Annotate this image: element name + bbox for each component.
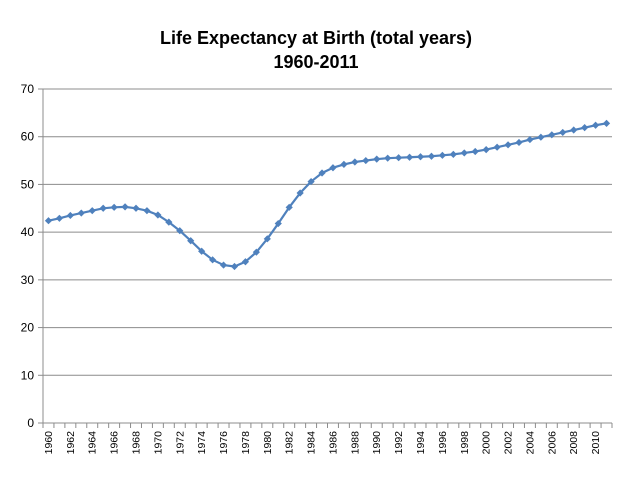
data-point-marker: [438, 151, 446, 159]
data-point-marker: [329, 164, 337, 172]
data-point-marker: [132, 204, 140, 212]
y-tick-label: 50: [21, 177, 35, 191]
data-point-marker: [66, 211, 74, 220]
y-tick-label: 70: [21, 82, 35, 96]
y-tick-labels: 0 10 20 30 40 50 60 70: [21, 82, 35, 430]
data-point-marker: [318, 169, 326, 177]
x-tick-label: 2004: [524, 431, 536, 455]
data-point-marker: [548, 131, 556, 139]
data-point-marker: [209, 256, 217, 264]
x-tick-label: 2006: [546, 431, 558, 455]
x-tick-label: 1998: [459, 431, 471, 455]
x-tick-label: 1970: [152, 431, 164, 455]
data-point-marker: [340, 160, 348, 168]
data-point-marker: [187, 237, 195, 245]
x-tick-label: 1994: [415, 431, 427, 455]
data-point-marker: [602, 119, 611, 127]
data-point-marker: [405, 153, 414, 161]
data-point-marker: [460, 149, 468, 157]
data-point-marker: [504, 141, 512, 149]
data-point-marker: [176, 227, 184, 235]
x-tick-labels: 1960 1962 1964 1966 1968 1970 1972 1974 1976 1978…: [43, 431, 602, 455]
data-point-marker: [154, 211, 162, 219]
data-point-marker: [427, 152, 436, 160]
data-point-marker: [591, 121, 600, 129]
data-point-marker: [570, 126, 578, 134]
x-tick-label: 1960: [43, 431, 55, 455]
data-point-marker: [110, 203, 118, 211]
y-tick-label: 20: [21, 321, 35, 335]
axes: [38, 88, 613, 428]
x-tick-label: 1978: [240, 431, 252, 455]
data-point-marker: [526, 135, 534, 144]
data-point-marker: [471, 147, 479, 156]
y-tick-label: 0: [27, 416, 34, 430]
x-tick-label: 1992: [393, 431, 405, 455]
data-point-marker: [296, 189, 304, 197]
data-point-marker: [44, 217, 53, 225]
data-point-marker: [307, 177, 315, 186]
x-tick-label: 1980: [262, 431, 274, 455]
x-tick-label: 1962: [65, 431, 77, 455]
x-tick-label: 1972: [174, 431, 186, 455]
data-point-marker: [449, 150, 457, 158]
data-point-marker: [493, 143, 501, 151]
gridlines: [43, 88, 612, 376]
x-tick-label: 1986: [327, 431, 339, 455]
data-point-marker: [395, 154, 403, 162]
x-tick-label: 1964: [87, 431, 99, 455]
data-point-marker: [198, 247, 206, 255]
data-point-marker: [416, 153, 425, 161]
data-point-marker: [143, 207, 151, 215]
series-layer: [44, 119, 611, 271]
chart-title: Life Expectancy at Birth (total years): [160, 28, 472, 48]
x-tick-label: 1974: [196, 431, 208, 455]
data-point-marker: [373, 155, 381, 163]
data-point-marker: [55, 214, 64, 222]
data-point-marker: [482, 145, 490, 154]
data-point-marker: [77, 209, 85, 217]
y-tick-label: 30: [21, 273, 35, 287]
chart-subtitle: 1960-2011: [273, 52, 358, 72]
data-point-marker: [384, 154, 392, 162]
x-tick-label: 1996: [437, 431, 449, 455]
x-tick-label: 1984: [306, 431, 318, 455]
y-tick-label: 10: [21, 368, 35, 382]
x-tick-label: 1982: [284, 431, 296, 455]
data-point-marker: [274, 219, 282, 228]
data-point-marker: [559, 128, 567, 137]
data-point-marker: [121, 203, 129, 211]
data-point-marker: [581, 124, 589, 132]
data-point-marker: [351, 158, 359, 166]
data-point-marker: [219, 261, 228, 269]
y-tick-label: 40: [21, 225, 35, 239]
series-line: [48, 122, 607, 268]
y-tick-label: 60: [21, 130, 35, 144]
data-point-marker: [252, 248, 260, 256]
data-point-marker: [362, 156, 370, 165]
x-tick-label: 2008: [568, 431, 580, 455]
x-tick-label: 1990: [371, 431, 383, 455]
data-point-marker: [99, 204, 107, 212]
data-point-marker: [285, 203, 293, 211]
data-point-marker: [537, 133, 545, 141]
data-point-marker: [263, 235, 271, 243]
x-tick-label: 2010: [590, 431, 602, 455]
x-tick-label: 1968: [131, 431, 143, 455]
x-tick-label: 1976: [218, 431, 230, 455]
data-point-marker: [241, 258, 250, 266]
data-point-marker: [230, 262, 239, 271]
data-point-marker: [88, 207, 96, 215]
x-tick-label: 1988: [349, 431, 361, 455]
x-tick-label: 2000: [481, 431, 493, 455]
x-tick-label: 1966: [109, 431, 121, 455]
data-point-marker: [165, 218, 173, 226]
data-point-marker: [515, 138, 523, 147]
x-tick-label: 2002: [503, 431, 515, 455]
